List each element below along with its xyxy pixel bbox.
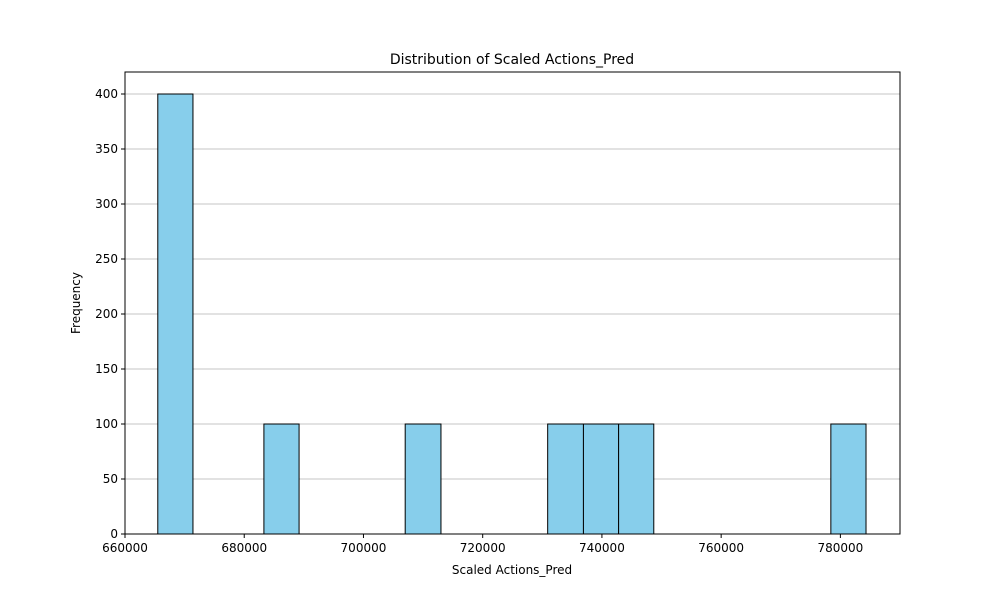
x-axis-label: Scaled Actions_Pred — [452, 563, 572, 577]
histogram-bar — [263, 423, 300, 535]
chart-title: Distribution of Scaled Actions_Pred — [390, 52, 634, 68]
histogram-bar — [618, 423, 655, 535]
bars — [157, 93, 867, 535]
x-tick-label: 780000 — [817, 541, 863, 555]
y-tick-label: 0 — [110, 527, 118, 541]
y-tick-label: 250 — [95, 252, 118, 266]
histogram-bar — [830, 423, 867, 535]
x-tick-label: 760000 — [698, 541, 744, 555]
histogram-bar — [157, 93, 194, 535]
plot-frame — [124, 71, 901, 535]
y-axis-label: Frequency — [69, 272, 83, 334]
x-axis-ticks: 660000 680000 700000 720000 740000 760000 7800… — [102, 534, 863, 555]
y-tick-label: 400 — [95, 87, 118, 101]
x-tick-label: 700000 — [341, 541, 387, 555]
y-tick-label: 100 — [95, 417, 118, 431]
histogram-bar — [547, 423, 584, 535]
grid-lines — [125, 93, 900, 480]
y-tick-label: 50 — [103, 472, 118, 486]
x-tick-label: 740000 — [579, 541, 625, 555]
y-axis-ticks: 0 50 100 150 200 250 300 350 400 — [95, 87, 125, 541]
histogram-bar — [582, 423, 620, 535]
x-tick-label: 680000 — [221, 541, 267, 555]
y-tick-label: 350 — [95, 142, 118, 156]
x-tick-label: 660000 — [102, 541, 148, 555]
y-tick-label: 300 — [95, 197, 118, 211]
histogram-bar — [404, 423, 442, 535]
y-tick-label: 200 — [95, 307, 118, 321]
x-tick-label: 720000 — [460, 541, 506, 555]
y-tick-label: 150 — [95, 362, 118, 376]
